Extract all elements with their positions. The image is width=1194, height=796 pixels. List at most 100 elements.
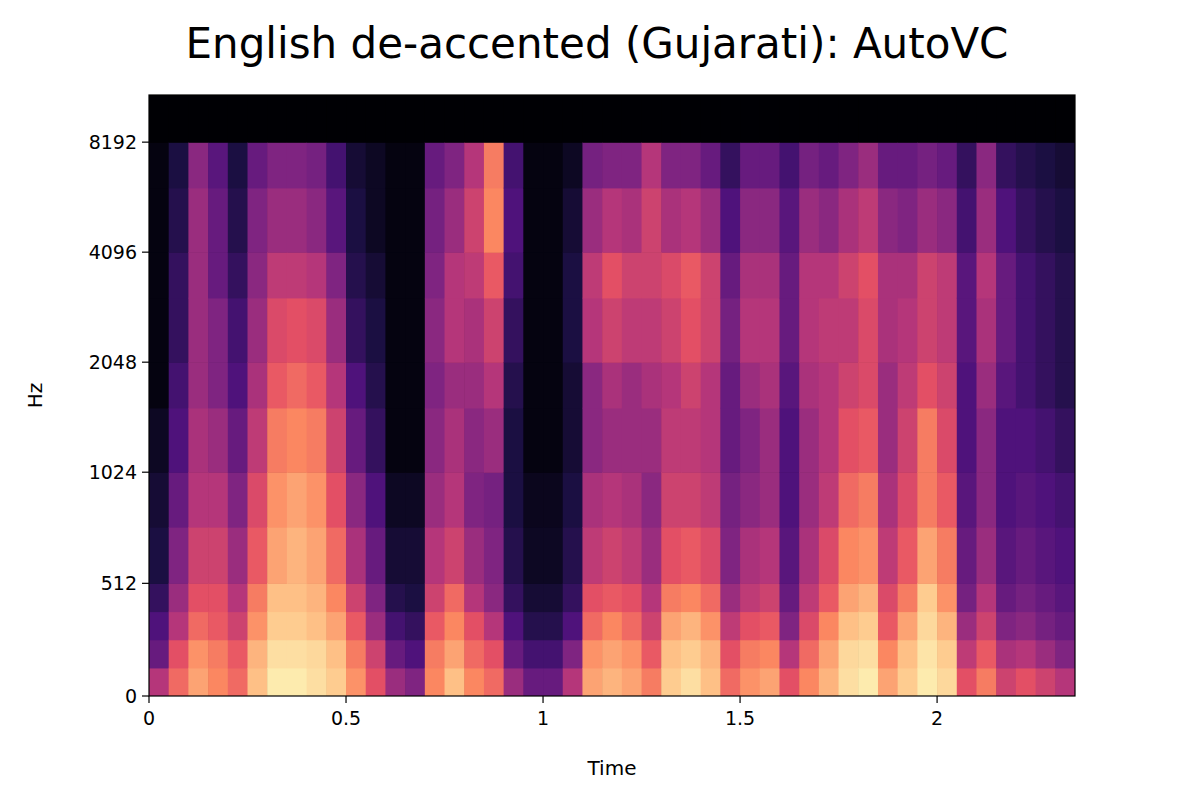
cell bbox=[188, 583, 208, 612]
cell bbox=[720, 188, 740, 253]
cell bbox=[543, 527, 563, 584]
cell bbox=[917, 142, 937, 188]
cell bbox=[799, 362, 819, 408]
cell bbox=[878, 640, 898, 669]
cell bbox=[622, 188, 642, 253]
cell bbox=[228, 583, 248, 612]
cell bbox=[504, 298, 524, 363]
cell bbox=[523, 668, 543, 696]
cell bbox=[740, 298, 760, 363]
cell bbox=[188, 640, 208, 669]
cell bbox=[346, 408, 366, 473]
cell bbox=[858, 583, 878, 612]
cell bbox=[445, 612, 465, 641]
cell bbox=[582, 408, 602, 473]
cell bbox=[976, 612, 996, 641]
cell bbox=[1036, 142, 1056, 188]
cell bbox=[208, 188, 228, 253]
cell bbox=[858, 298, 878, 363]
cell bbox=[543, 612, 563, 641]
cell bbox=[661, 252, 681, 298]
cell bbox=[425, 298, 445, 363]
cell bbox=[425, 362, 445, 408]
cell bbox=[917, 640, 937, 669]
cell bbox=[188, 188, 208, 253]
cell bbox=[898, 527, 918, 584]
cell bbox=[543, 668, 563, 696]
cell bbox=[287, 668, 307, 696]
cell bbox=[287, 298, 307, 363]
cell bbox=[484, 472, 504, 527]
cell bbox=[661, 612, 681, 641]
cell bbox=[445, 298, 465, 363]
cell bbox=[248, 188, 268, 253]
cell bbox=[425, 188, 445, 253]
cell bbox=[582, 583, 602, 612]
cell bbox=[326, 252, 346, 298]
cell bbox=[740, 142, 760, 188]
title: English de-accented (Gujarati): AutoVC bbox=[186, 19, 1009, 68]
cell bbox=[720, 612, 740, 641]
cell bbox=[425, 408, 445, 473]
cell bbox=[839, 95, 859, 143]
cell bbox=[582, 612, 602, 641]
cell bbox=[208, 252, 228, 298]
cell bbox=[504, 362, 524, 408]
cell bbox=[720, 298, 740, 363]
plot-area bbox=[149, 95, 1075, 696]
cell bbox=[307, 640, 327, 669]
cell bbox=[464, 583, 484, 612]
cell bbox=[957, 668, 977, 696]
y-tick bbox=[142, 472, 149, 473]
cell bbox=[917, 362, 937, 408]
cell bbox=[425, 640, 445, 669]
cell bbox=[582, 527, 602, 584]
cell bbox=[366, 640, 386, 669]
cell bbox=[602, 612, 622, 641]
cell bbox=[543, 583, 563, 612]
cell bbox=[563, 583, 583, 612]
cell bbox=[523, 298, 543, 363]
cell bbox=[898, 95, 918, 143]
cell bbox=[602, 527, 622, 584]
cell bbox=[504, 408, 524, 473]
cell bbox=[602, 252, 622, 298]
cell bbox=[858, 527, 878, 584]
cell bbox=[1016, 95, 1036, 143]
cell bbox=[917, 527, 937, 584]
cell bbox=[642, 252, 662, 298]
cell bbox=[917, 408, 937, 473]
cell bbox=[858, 472, 878, 527]
cell bbox=[149, 362, 169, 408]
cell bbox=[405, 583, 425, 612]
cell bbox=[405, 640, 425, 669]
cell bbox=[917, 472, 937, 527]
cell bbox=[366, 527, 386, 584]
cell bbox=[1016, 527, 1036, 584]
cell bbox=[504, 95, 524, 143]
cell bbox=[523, 252, 543, 298]
cell bbox=[839, 142, 859, 188]
cell bbox=[661, 527, 681, 584]
cell bbox=[898, 142, 918, 188]
cell bbox=[622, 640, 642, 669]
cell bbox=[839, 188, 859, 253]
cell bbox=[563, 95, 583, 143]
cell bbox=[523, 188, 543, 253]
cell bbox=[149, 188, 169, 253]
cell bbox=[425, 527, 445, 584]
cell bbox=[169, 142, 189, 188]
cell bbox=[917, 252, 937, 298]
cell bbox=[819, 640, 839, 669]
cell bbox=[287, 408, 307, 473]
cell bbox=[976, 583, 996, 612]
cell bbox=[523, 472, 543, 527]
cell bbox=[425, 252, 445, 298]
cell bbox=[740, 472, 760, 527]
cell bbox=[346, 142, 366, 188]
cell bbox=[405, 252, 425, 298]
cell bbox=[543, 640, 563, 669]
cell bbox=[385, 640, 405, 669]
cell bbox=[1016, 252, 1036, 298]
y-tick-label: 4096 bbox=[89, 241, 137, 263]
